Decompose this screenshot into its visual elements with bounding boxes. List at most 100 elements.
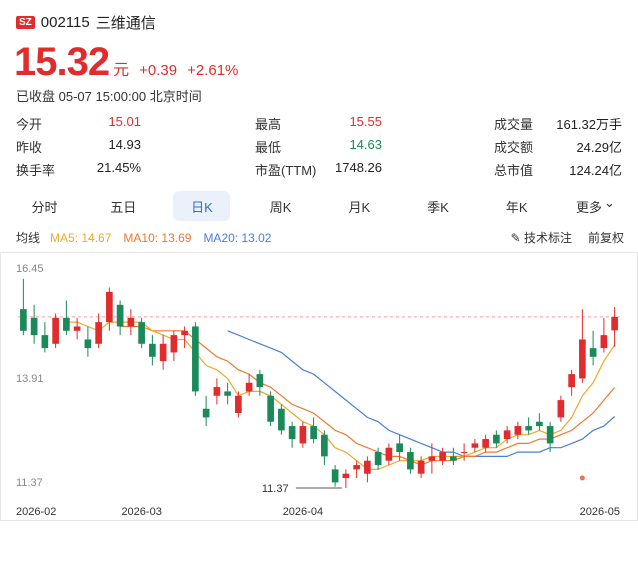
candle-body	[385, 447, 393, 461]
x-tick-label: 2026-02	[16, 506, 56, 518]
y-tick-label: 13.91	[16, 373, 44, 385]
tab-2[interactable]: 日K	[173, 191, 231, 221]
stat-cell: 换手率 21.45%	[16, 160, 141, 179]
stat-value: 14.93	[108, 137, 141, 152]
candle-body	[589, 348, 597, 357]
candle-body	[450, 456, 457, 461]
low-annotation-label: 11.37	[262, 483, 289, 495]
tab-0[interactable]: 分时	[31, 199, 58, 215]
stock-code: 002115	[40, 14, 90, 31]
stat-label: 市盈(TTM)	[255, 163, 317, 178]
ma20-line	[227, 330, 616, 457]
candle-body	[267, 395, 274, 422]
ma10-value: MA10: 13.69	[123, 230, 192, 245]
price-change: +0.39	[139, 62, 178, 79]
stat-value: 14.63	[349, 137, 382, 152]
candle-body	[407, 452, 414, 470]
candle-body	[159, 343, 167, 362]
adjust-toggle[interactable]: 前复权	[587, 231, 624, 245]
ma-label: 均线	[16, 231, 41, 245]
ma5-line	[66, 321, 616, 470]
candle-body	[181, 330, 188, 336]
x-tick-label: 2026-05	[580, 506, 620, 518]
candle-body	[52, 317, 59, 344]
price-unit: 元	[113, 62, 130, 79]
stat-cell: 最高 15.55	[255, 114, 382, 133]
stat-label: 成交量	[494, 117, 534, 132]
candle-body	[278, 408, 285, 431]
kline-chart[interactable]: 16.45 13.91 11.37 11.37 2026-02 2026-03 2026-0…	[0, 252, 638, 522]
candle-body	[235, 395, 242, 414]
candle-body	[546, 426, 554, 444]
tab-1[interactable]: 五日	[110, 199, 137, 215]
ma20-value: MA20: 13.02	[203, 230, 272, 245]
period-tabs: 分时 五日 日K 周K 月K 季K 年K 更多 ⌄	[16, 191, 624, 221]
stats-table: 今开 15.01 最高 15.55 成交量 161.32万手 昨收 14.93 最低 14.63 成…	[16, 112, 624, 181]
stat-label: 换手率	[16, 163, 56, 178]
stat-value: 21.45%	[96, 160, 141, 175]
candle-body	[245, 382, 253, 392]
candle-body	[256, 374, 264, 388]
candle-body	[73, 326, 81, 331]
stat-cell: 昨收 14.93	[16, 137, 141, 156]
market-status: 已收盘 05-07 15:00:00 北京时间	[16, 89, 202, 104]
candle-body	[224, 391, 231, 396]
candle-body	[116, 304, 124, 327]
stats-row: 昨收 14.93 最低 14.63 成交额 24.29亿	[16, 135, 624, 158]
ma-legend: 均线 MA5: 14.67 MA10: 13.69 MA20: 13.02 ✎ …	[16, 229, 624, 246]
candle-body	[503, 430, 511, 440]
tab-6[interactable]: 年K	[505, 199, 528, 215]
candle-body	[525, 426, 532, 431]
x-tick-label: 2026-03	[121, 506, 161, 518]
candle-body	[460, 452, 468, 454]
price-row: 15.32 元 +0.39 +2.61%	[14, 40, 244, 85]
y-tick-label: 11.37	[16, 477, 43, 489]
x-tick-label: 2026-04	[283, 506, 323, 518]
stat-cell: 成交额 24.29亿	[494, 137, 622, 156]
stat-value: 124.24亿	[569, 163, 622, 178]
stat-cell: 最低 14.63	[255, 137, 382, 156]
stat-label: 最低	[255, 140, 282, 155]
event-marker-dot	[579, 475, 585, 481]
tab-3[interactable]: 周K	[269, 199, 292, 215]
market-badge: SZ	[16, 16, 35, 29]
candle-body	[331, 469, 339, 483]
candle-body	[342, 473, 350, 479]
candle-body	[321, 434, 328, 457]
stat-value: 15.55	[349, 114, 382, 129]
stat-label: 总市值	[494, 163, 534, 178]
candle-body	[568, 374, 575, 388]
candle-body	[471, 443, 479, 448]
candle-body	[149, 343, 156, 357]
candle-body	[493, 434, 500, 444]
last-price: 15.32	[14, 40, 110, 84]
chevron-down-icon: ⌄	[603, 195, 615, 210]
tab-5[interactable]: 季K	[427, 199, 449, 215]
candle-body	[138, 322, 145, 344]
candle-body	[353, 465, 360, 470]
candle-body	[428, 456, 436, 461]
candle-body	[364, 460, 371, 474]
stat-value: 161.32万手	[556, 117, 622, 132]
tab-4[interactable]: 月K	[348, 199, 371, 215]
stock-header: SZ 002115 三维通信	[16, 12, 156, 33]
tech-annotation-toggle[interactable]: ✎ 技术标注	[511, 229, 572, 246]
stat-label: 成交额	[494, 140, 534, 155]
price-change-pct: +2.61%	[187, 62, 239, 79]
pen-icon: ✎	[510, 231, 524, 245]
stat-value: 24.29亿	[576, 140, 622, 155]
ma5-value: MA5: 14.67	[50, 230, 112, 245]
chart-frame	[0, 252, 638, 521]
candle-body	[84, 339, 92, 349]
candle-body	[396, 443, 403, 453]
ma10-line	[120, 325, 616, 466]
candle-body	[579, 339, 586, 379]
candle-body	[63, 317, 70, 331]
candle-body	[20, 309, 27, 331]
candle-body	[536, 421, 543, 427]
tab-7[interactable]: 更多 ⌄	[575, 195, 615, 215]
candle-body	[482, 439, 489, 448]
stats-row: 换手率 21.45% 市盈(TTM) 1748.26 总市值 124.24亿	[16, 158, 624, 181]
candle-body	[310, 426, 317, 440]
